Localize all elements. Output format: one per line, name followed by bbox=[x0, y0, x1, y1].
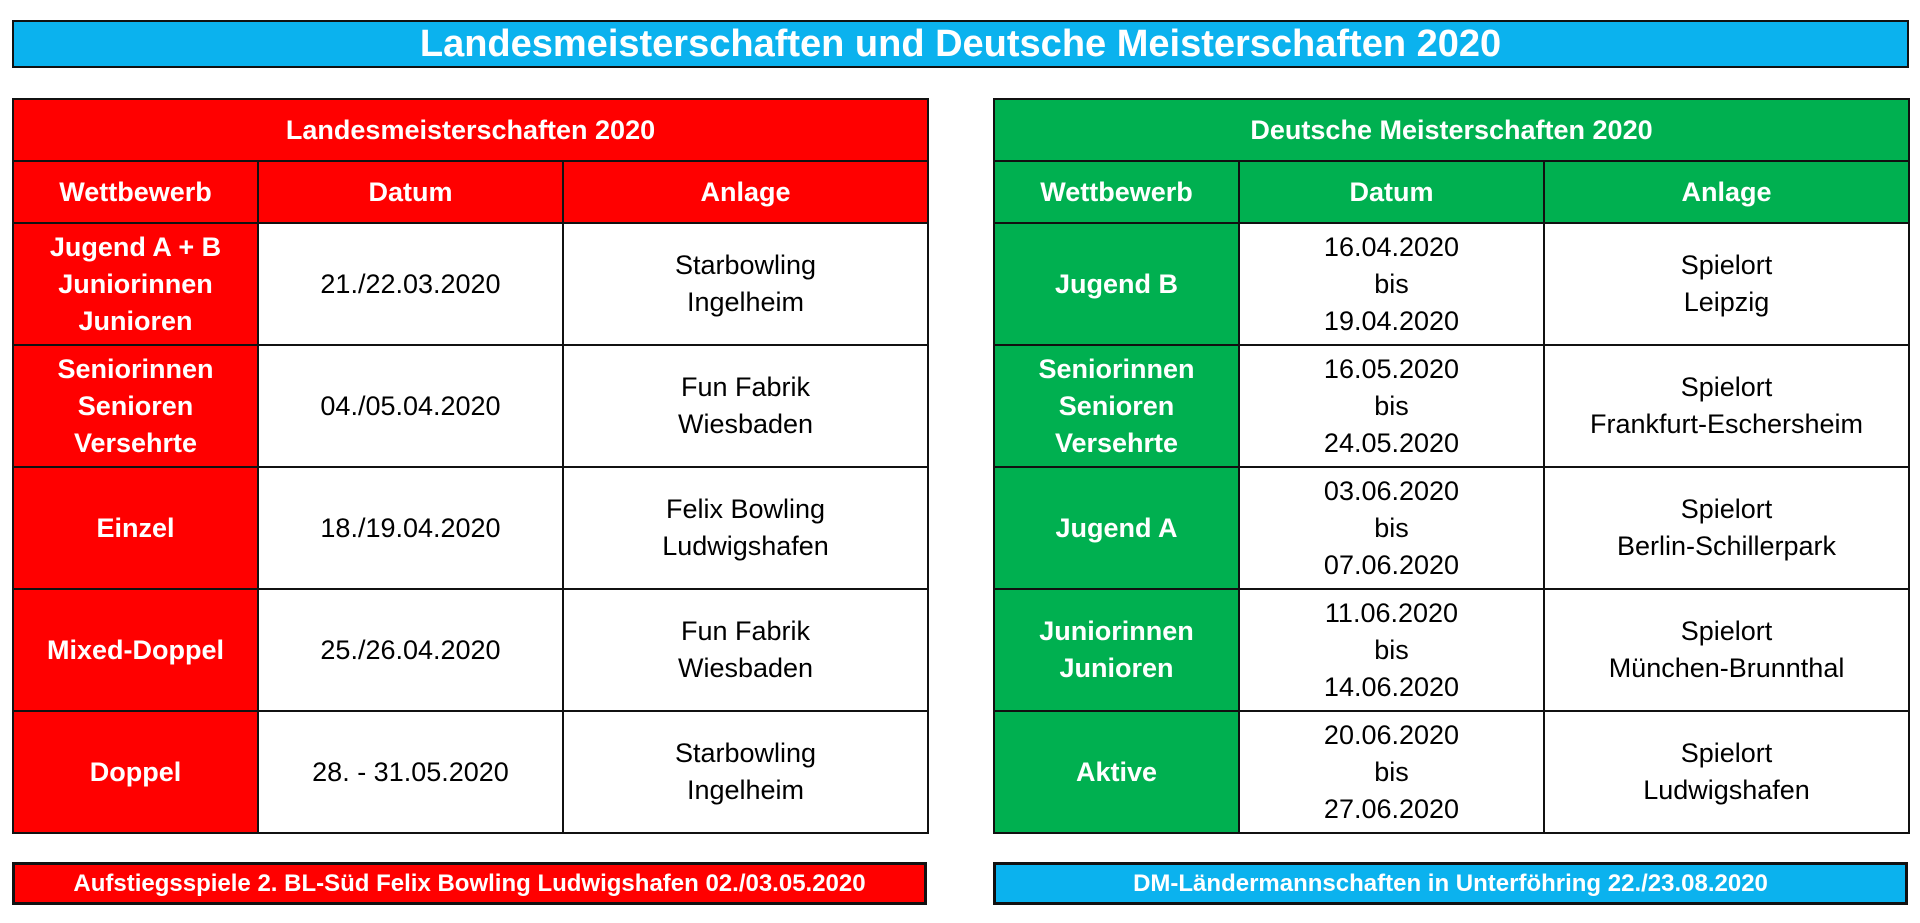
table-row: Jugend A + B Juniorinnen Junioren 21./22… bbox=[12, 222, 930, 346]
dm-wettbewerb-cell: Juniorinnen Junioren bbox=[993, 588, 1240, 712]
dm-wettbewerb-cell: Seniorinnen Senioren Versehrte bbox=[993, 344, 1240, 468]
lm-wettbewerb-cell: Jugend A + B Juniorinnen Junioren bbox=[12, 222, 259, 346]
table-row: Einzel 18./19.04.2020 Felix Bowling Ludw… bbox=[12, 466, 930, 590]
dm-wettbewerb-cell: Jugend B bbox=[993, 222, 1240, 346]
dm-laendermannschaften-note: DM-Ländermannschaften in Unterföhring 22… bbox=[993, 862, 1908, 905]
table-row: Mixed-Doppel 25./26.04.2020 Fun Fabrik W… bbox=[12, 588, 930, 712]
dm-datum-cell: 16.04.2020 bis 19.04.2020 bbox=[1238, 222, 1545, 346]
dm-header-anlage: Anlage bbox=[1542, 160, 1911, 224]
lm-wettbewerb-cell: Doppel bbox=[12, 710, 259, 834]
dm-anlage-cell: Spielort Ludwigshafen bbox=[1542, 710, 1911, 834]
dm-header-datum: Datum bbox=[1238, 160, 1545, 224]
dm-header-wettbewerb: Wettbewerb bbox=[993, 160, 1240, 224]
dm-datum-cell: 20.06.2020 bis 27.06.2020 bbox=[1238, 710, 1545, 834]
lm-datum-cell: 21./22.03.2020 bbox=[257, 222, 564, 346]
dm-anlage-cell: Spielort München-Brunnthal bbox=[1542, 588, 1911, 712]
table-row: Doppel 28. - 31.05.2020 Starbowling Inge… bbox=[12, 710, 930, 834]
lm-datum-cell: 25./26.04.2020 bbox=[257, 588, 564, 712]
dm-wettbewerb-cell: Aktive bbox=[993, 710, 1240, 834]
table-row: Jugend B 16.04.2020 bis 19.04.2020 Spiel… bbox=[993, 222, 1911, 346]
page-title: Landesmeisterschaften und Deutsche Meist… bbox=[12, 20, 1909, 68]
lm-header-datum: Datum bbox=[257, 160, 564, 224]
lm-anlage-cell: Fun Fabrik Wiesbaden bbox=[561, 344, 930, 468]
aufstiegsspiele-note: Aufstiegsspiele 2. BL-Süd Felix Bowling … bbox=[12, 862, 927, 905]
lm-header-wettbewerb: Wettbewerb bbox=[12, 160, 259, 224]
dm-datum-cell: 03.06.2020 bis 07.06.2020 bbox=[1238, 466, 1545, 590]
lm-wettbewerb-cell: Mixed-Doppel bbox=[12, 588, 259, 712]
dm-datum-cell: 16.05.2020 bis 24.05.2020 bbox=[1238, 344, 1545, 468]
dm-datum-cell: 11.06.2020 bis 14.06.2020 bbox=[1238, 588, 1545, 712]
table-row: Juniorinnen Junioren 11.06.2020 bis 14.0… bbox=[993, 588, 1911, 712]
lm-header-anlage: Anlage bbox=[561, 160, 930, 224]
table-row: Seniorinnen Senioren Versehrte 16.05.202… bbox=[993, 344, 1911, 468]
lm-table-title: Landesmeisterschaften 2020 bbox=[11, 98, 930, 162]
deutsche-meisterschaften-table: Deutsche Meisterschaften 2020 Wettbewerb… bbox=[992, 98, 1911, 834]
landesmeisterschaften-table: Landesmeisterschaften 2020 Wettbewerb Da… bbox=[11, 98, 930, 834]
lm-anlage-cell: Starbowling Ingelheim bbox=[561, 222, 930, 346]
lm-datum-cell: 18./19.04.2020 bbox=[257, 466, 564, 590]
dm-wettbewerb-cell: Jugend A bbox=[993, 466, 1240, 590]
lm-anlage-cell: Felix Bowling Ludwigshafen bbox=[561, 466, 930, 590]
lm-wettbewerb-cell: Einzel bbox=[12, 466, 259, 590]
lm-datum-cell: 28. - 31.05.2020 bbox=[257, 710, 564, 834]
table-row: Seniorinnen Senioren Versehrte 04./05.04… bbox=[12, 344, 930, 468]
lm-datum-cell: 04./05.04.2020 bbox=[257, 344, 564, 468]
dm-anlage-cell: Spielort Berlin-Schillerpark bbox=[1542, 466, 1911, 590]
dm-table-title: Deutsche Meisterschaften 2020 bbox=[992, 98, 1911, 162]
lm-anlage-cell: Starbowling Ingelheim bbox=[561, 710, 930, 834]
table-row: Aktive 20.06.2020 bis 27.06.2020 Spielor… bbox=[993, 710, 1911, 834]
dm-anlage-cell: Spielort Frankfurt-Eschersheim bbox=[1542, 344, 1911, 468]
dm-anlage-cell: Spielort Leipzig bbox=[1542, 222, 1911, 346]
lm-anlage-cell: Fun Fabrik Wiesbaden bbox=[561, 588, 930, 712]
lm-wettbewerb-cell: Seniorinnen Senioren Versehrte bbox=[12, 344, 259, 468]
table-row: Jugend A 03.06.2020 bis 07.06.2020 Spiel… bbox=[993, 466, 1911, 590]
